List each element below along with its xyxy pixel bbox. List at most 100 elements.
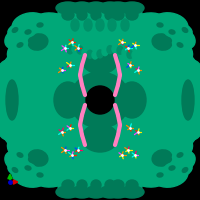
Ellipse shape	[0, 60, 20, 96]
Ellipse shape	[157, 37, 193, 67]
Ellipse shape	[62, 37, 74, 53]
Ellipse shape	[10, 136, 66, 180]
Ellipse shape	[82, 124, 118, 152]
Ellipse shape	[117, 46, 123, 54]
Ellipse shape	[101, 173, 119, 197]
Ellipse shape	[134, 20, 190, 64]
Ellipse shape	[86, 37, 98, 53]
Ellipse shape	[120, 2, 144, 14]
Ellipse shape	[108, 19, 116, 31]
Ellipse shape	[178, 24, 192, 36]
Ellipse shape	[73, 173, 91, 197]
Ellipse shape	[58, 3, 78, 27]
Ellipse shape	[122, 49, 128, 57]
Ellipse shape	[73, 3, 91, 27]
Ellipse shape	[152, 13, 188, 37]
Ellipse shape	[106, 2, 130, 14]
Ellipse shape	[5, 151, 31, 173]
Ellipse shape	[5, 27, 31, 49]
Ellipse shape	[7, 133, 43, 163]
Ellipse shape	[78, 78, 122, 122]
Ellipse shape	[152, 20, 168, 30]
Ellipse shape	[102, 37, 114, 53]
Ellipse shape	[99, 2, 121, 14]
Ellipse shape	[85, 186, 107, 198]
Ellipse shape	[105, 15, 119, 35]
Ellipse shape	[12, 13, 48, 37]
Ellipse shape	[182, 168, 188, 172]
Ellipse shape	[8, 164, 22, 176]
Ellipse shape	[26, 157, 70, 187]
Ellipse shape	[70, 72, 130, 128]
Ellipse shape	[56, 2, 80, 14]
Ellipse shape	[94, 37, 106, 53]
Ellipse shape	[118, 82, 146, 118]
Ellipse shape	[172, 39, 188, 51]
Ellipse shape	[54, 82, 82, 118]
Ellipse shape	[106, 186, 130, 198]
Ellipse shape	[169, 30, 175, 34]
Ellipse shape	[164, 27, 180, 37]
Ellipse shape	[157, 173, 163, 177]
Ellipse shape	[152, 163, 188, 187]
Ellipse shape	[112, 180, 124, 190]
Ellipse shape	[68, 15, 82, 35]
Ellipse shape	[108, 173, 128, 197]
Ellipse shape	[178, 164, 192, 176]
Ellipse shape	[105, 10, 115, 20]
Ellipse shape	[152, 34, 172, 50]
Ellipse shape	[87, 50, 93, 58]
Ellipse shape	[17, 43, 23, 47]
Ellipse shape	[0, 104, 20, 140]
Ellipse shape	[172, 149, 188, 161]
Ellipse shape	[87, 3, 105, 27]
Ellipse shape	[112, 45, 118, 53]
Ellipse shape	[152, 150, 172, 166]
Ellipse shape	[67, 46, 73, 54]
Ellipse shape	[107, 46, 113, 54]
Ellipse shape	[25, 30, 31, 34]
Ellipse shape	[12, 168, 18, 172]
Ellipse shape	[86, 86, 114, 114]
Ellipse shape	[84, 19, 92, 31]
Ellipse shape	[157, 133, 193, 163]
Ellipse shape	[102, 48, 108, 56]
Ellipse shape	[12, 28, 18, 32]
Ellipse shape	[87, 173, 105, 197]
Ellipse shape	[122, 173, 142, 197]
Ellipse shape	[71, 2, 93, 14]
Ellipse shape	[134, 136, 190, 180]
Ellipse shape	[169, 166, 175, 170]
Ellipse shape	[126, 180, 138, 190]
Ellipse shape	[93, 15, 107, 35]
Ellipse shape	[182, 28, 188, 32]
Ellipse shape	[105, 180, 115, 190]
Ellipse shape	[97, 50, 103, 58]
Ellipse shape	[82, 48, 88, 56]
Ellipse shape	[99, 186, 121, 198]
Ellipse shape	[85, 2, 107, 14]
Ellipse shape	[177, 43, 183, 47]
Ellipse shape	[174, 55, 200, 145]
Ellipse shape	[71, 186, 93, 198]
Ellipse shape	[126, 10, 138, 20]
Ellipse shape	[26, 13, 70, 43]
Ellipse shape	[91, 180, 101, 190]
Ellipse shape	[182, 80, 194, 120]
Ellipse shape	[71, 19, 79, 31]
Ellipse shape	[77, 46, 83, 54]
Ellipse shape	[108, 3, 128, 27]
Ellipse shape	[122, 3, 142, 27]
Ellipse shape	[56, 186, 80, 198]
Ellipse shape	[77, 10, 87, 20]
Ellipse shape	[180, 104, 200, 140]
Ellipse shape	[152, 170, 168, 180]
Ellipse shape	[20, 27, 36, 37]
Ellipse shape	[164, 163, 180, 173]
Ellipse shape	[8, 12, 192, 188]
Ellipse shape	[77, 180, 87, 190]
Ellipse shape	[121, 19, 129, 31]
Ellipse shape	[177, 153, 183, 157]
Ellipse shape	[120, 186, 144, 198]
Ellipse shape	[62, 10, 74, 20]
